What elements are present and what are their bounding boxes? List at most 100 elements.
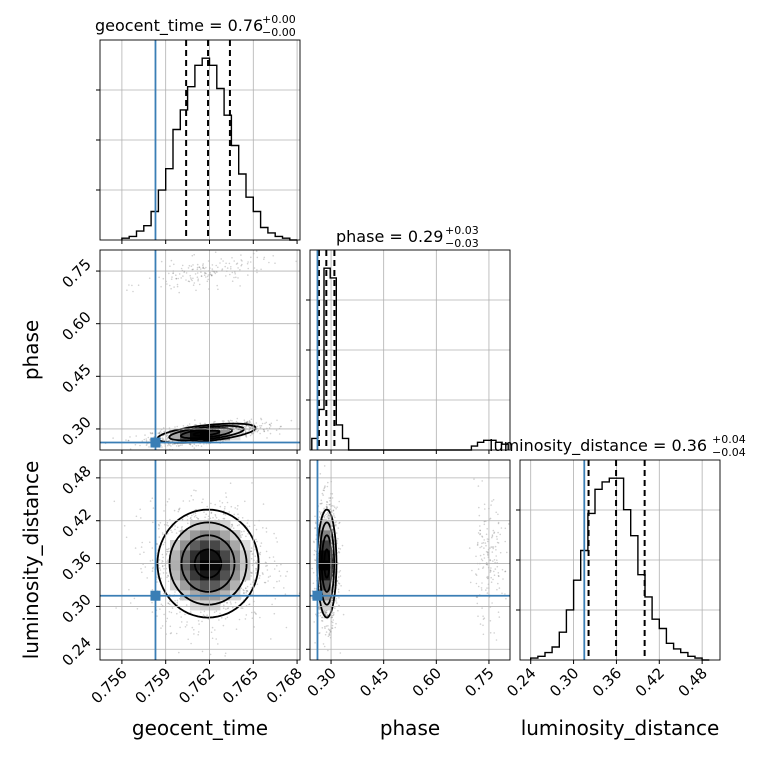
sample-point — [245, 435, 247, 437]
sample-point — [339, 652, 342, 654]
sample-point — [221, 502, 224, 504]
sample-point — [152, 521, 154, 524]
sample-point — [477, 568, 480, 570]
sample-point — [166, 617, 169, 620]
sample-point — [157, 432, 159, 435]
sample-point — [162, 572, 165, 574]
sample-point — [240, 531, 243, 533]
sample-point — [209, 653, 212, 656]
sample-point — [196, 268, 199, 271]
sample-point — [332, 531, 335, 533]
sample-point — [312, 571, 315, 574]
sample-point — [273, 612, 276, 615]
sample-point — [179, 507, 181, 510]
xlabel-luminosity-distance: luminosity_distance — [521, 716, 720, 740]
sample-point — [172, 443, 174, 446]
sample-point — [166, 283, 168, 285]
sample-point — [251, 553, 254, 555]
contour-line — [168, 425, 245, 442]
sample-point — [496, 588, 498, 591]
sample-point — [334, 516, 336, 519]
sample-point — [256, 256, 259, 259]
sample-point — [495, 639, 498, 641]
sample-point — [334, 521, 336, 524]
sample-point — [256, 425, 259, 428]
sample-point — [276, 564, 278, 567]
sample-point — [314, 642, 316, 644]
sample-point — [234, 426, 237, 429]
sample-point — [140, 567, 142, 570]
sample-point — [318, 612, 320, 614]
sample-point — [193, 443, 196, 446]
sample-point — [196, 263, 199, 266]
sample-point — [187, 267, 190, 269]
sample-point — [255, 567, 257, 570]
x-tick-label: 0.765 — [219, 664, 262, 707]
sample-point — [197, 517, 199, 520]
sample-point — [324, 611, 327, 613]
sample-point — [159, 430, 162, 433]
density-bin — [320, 580, 331, 591]
sample-point — [268, 427, 271, 429]
sample-point — [193, 447, 196, 450]
sample-point — [139, 508, 141, 511]
sample-point — [247, 274, 249, 276]
sample-point — [492, 546, 495, 548]
sample-point — [203, 267, 206, 270]
sample-point — [264, 561, 267, 564]
sample-point — [247, 533, 249, 535]
sample-point — [314, 521, 317, 523]
sample-point — [336, 540, 338, 542]
sample-point — [204, 516, 206, 519]
sample-point — [179, 611, 181, 613]
sample-point — [244, 580, 246, 583]
sample-point — [207, 260, 210, 262]
sample-point — [186, 621, 188, 623]
sample-point — [145, 444, 148, 447]
sample-point — [331, 528, 334, 531]
sample-point — [231, 523, 233, 526]
sample-point — [216, 271, 218, 273]
panel-frame — [309, 459, 511, 661]
sample-point — [495, 511, 498, 514]
sample-point — [228, 420, 230, 423]
sample-point — [218, 619, 220, 621]
sample-point — [318, 606, 321, 609]
sample-point — [482, 615, 484, 617]
density-bin — [180, 430, 191, 441]
sample-point — [195, 489, 197, 492]
sample-point — [486, 577, 489, 580]
sample-point — [262, 527, 264, 529]
sample-point — [169, 518, 171, 521]
sample-point — [225, 496, 228, 498]
sample-point — [170, 278, 173, 281]
sample-point — [323, 616, 325, 619]
sample-point — [192, 284, 195, 287]
sample-point — [197, 278, 199, 281]
sample-point — [176, 526, 179, 529]
sample-point — [313, 540, 315, 543]
sample-point — [478, 506, 480, 509]
density-bin — [200, 550, 211, 561]
sample-point — [339, 575, 342, 577]
density-bin — [210, 530, 221, 541]
sample-point — [180, 267, 183, 270]
sample-point — [486, 551, 489, 553]
sample-point — [495, 535, 498, 538]
sample-point — [241, 424, 243, 427]
sample-point — [325, 612, 327, 615]
sample-point — [480, 545, 483, 548]
density-bin — [320, 540, 331, 551]
sample-point — [326, 506, 328, 508]
sample-point — [490, 576, 493, 579]
sample-point — [320, 611, 322, 614]
sample-point — [166, 576, 168, 579]
sample-point — [324, 633, 327, 636]
sample-point — [146, 443, 148, 445]
sample-point — [201, 501, 203, 504]
sample-point — [229, 482, 232, 485]
sample-point — [169, 284, 171, 287]
sample-point — [275, 429, 278, 432]
sample-point — [162, 438, 164, 441]
sample-point — [159, 569, 162, 571]
